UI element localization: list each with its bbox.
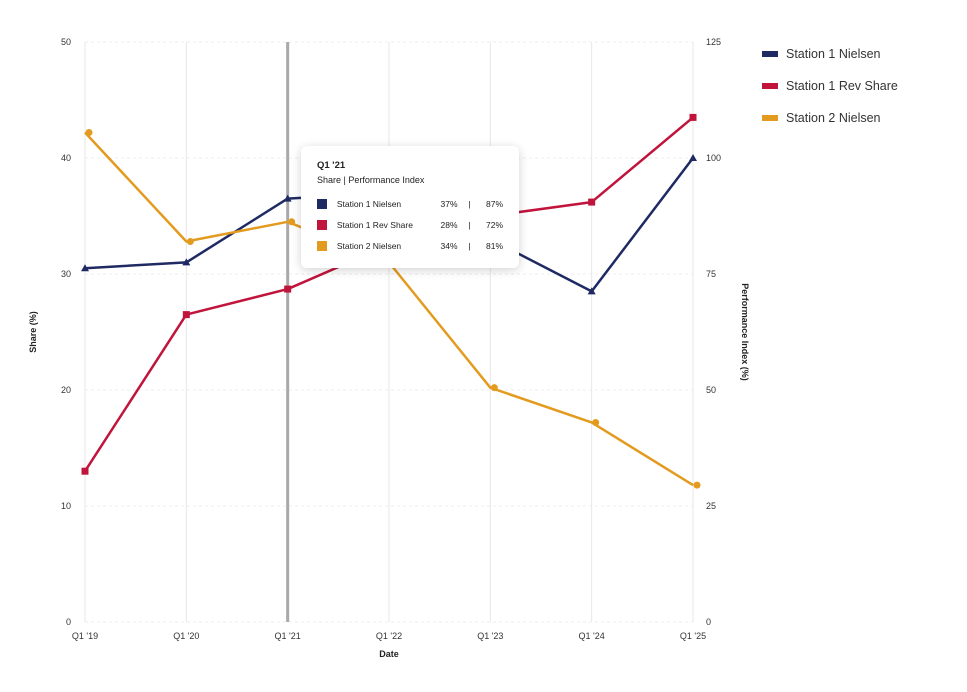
legend-label: Station 1 Nielsen (786, 47, 881, 61)
legend-label: Station 2 Nielsen (786, 111, 881, 125)
data-point-square[interactable] (689, 113, 697, 121)
x-tick-label: Q1 '22 (376, 631, 402, 641)
tooltip-share: 34% (440, 240, 458, 251)
x-tick-label: Q1 '25 (680, 631, 706, 641)
data-point-square[interactable] (588, 198, 596, 206)
y2-tick-label: 0 (706, 617, 711, 627)
tooltip-separator: | (468, 219, 471, 230)
tooltip-row: Station 2 Nielsen 34% | 81% (317, 235, 503, 256)
legend-swatch (762, 83, 778, 89)
tooltip-share: 28% (440, 219, 458, 230)
legend-label: Station 1 Rev Share (786, 79, 898, 93)
data-point-square[interactable] (81, 467, 89, 475)
data-point-circle[interactable] (592, 418, 600, 426)
tooltip-title: Q1 '21 (317, 160, 346, 171)
legend-swatch (762, 51, 778, 57)
y2-axis-title: Performance Index (%) (740, 283, 750, 381)
tooltip-index: 72% (485, 219, 503, 230)
data-point-circle[interactable] (490, 384, 498, 392)
x-tick-label: Q1 '23 (477, 631, 503, 641)
tooltip-swatch (317, 198, 327, 209)
hover-tooltip: Q1 '21 Share | Performance Index Station… (301, 146, 519, 268)
y2-tick-label: 100 (706, 153, 721, 163)
left-axis-ticks: 0 10 20 30 40 50 (61, 37, 71, 627)
data-point-circle[interactable] (186, 238, 194, 246)
y-tick-label: 10 (61, 501, 71, 511)
tooltip-index: 87% (485, 198, 503, 209)
y2-tick-label: 125 (706, 37, 721, 47)
y-axis-title: Share (%) (28, 311, 38, 353)
x-tick-label: Q1 '19 (72, 631, 98, 641)
tooltip-separator: | (468, 198, 471, 209)
right-axis-ticks: 0 25 50 75 100 125 (706, 37, 721, 627)
legend-item-station-2-nielsen[interactable]: Station 2 Nielsen (762, 102, 898, 134)
data-point-triangle[interactable] (689, 154, 697, 161)
tooltip-swatch (317, 219, 327, 230)
tooltip-share: 37% (440, 198, 458, 209)
y2-tick-label: 25 (706, 501, 716, 511)
y-tick-label: 20 (61, 385, 71, 395)
data-point-square[interactable] (284, 285, 292, 293)
tooltip-series-name: Station 2 Nielsen (336, 240, 402, 251)
x-tick-label: Q1 '20 (173, 631, 199, 641)
tooltip-subtitle: Share | Performance Index (317, 175, 425, 185)
data-point-triangle[interactable] (81, 264, 89, 272)
data-point-circle[interactable] (693, 481, 701, 489)
data-point-square[interactable] (182, 311, 190, 319)
tooltip-index: 81% (485, 240, 503, 251)
tooltip-series-name: Station 1 Rev Share (336, 219, 413, 230)
x-tick-label: Q1 '24 (579, 631, 605, 641)
horizontal-gridlines (85, 41, 693, 623)
x-tick-label: Q1 '21 (275, 631, 301, 641)
x-axis-ticks: Q1 '19 Q1 '20 Q1 '21 Q1 '22 Q1 '23 Q1 '24 Q1 '… (72, 631, 706, 641)
tooltip-row: Station 1 Rev Share 28% | 72% (317, 214, 503, 235)
data-point-triangle[interactable] (182, 258, 191, 266)
tooltip-swatch (317, 240, 327, 251)
y-tick-label: 50 (61, 37, 71, 47)
y2-tick-label: 50 (706, 385, 716, 395)
tooltip-row: Station 1 Nielsen 37% | 87% (317, 193, 503, 214)
data-point-circle[interactable] (85, 128, 93, 136)
x-axis-title: Date (379, 649, 399, 659)
legend: Station 1 Nielsen Station 1 Rev Share St… (762, 38, 898, 134)
y-tick-label: 30 (61, 269, 71, 279)
y2-tick-label: 75 (706, 269, 716, 279)
tooltip-series-name: Station 1 Nielsen (336, 198, 402, 209)
legend-swatch (762, 115, 778, 121)
legend-item-station-1-nielsen[interactable]: Station 1 Nielsen (762, 38, 898, 70)
data-point-circle[interactable] (288, 218, 296, 226)
y-tick-label: 40 (61, 153, 71, 163)
data-point-triangle[interactable] (283, 194, 292, 202)
tooltip-separator: | (468, 240, 471, 251)
data-point-triangle[interactable] (587, 287, 596, 295)
y-tick-label: 0 (66, 617, 71, 627)
legend-item-station-1-rev-share[interactable]: Station 1 Rev Share (762, 70, 898, 102)
